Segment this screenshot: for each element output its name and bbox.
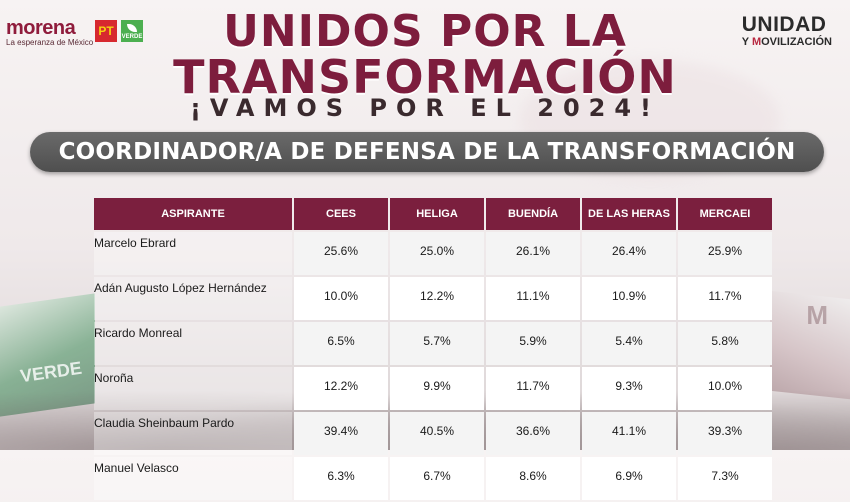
unidad-logo-line1: UNIDAD bbox=[741, 13, 827, 36]
table-row: Ricardo Monreal 6.5% 5.7% 5.9% 5.4% 5.8% bbox=[94, 322, 772, 365]
table-row: Noroña 12.2% 9.9% 11.7% 9.3% 10.0% bbox=[94, 367, 772, 410]
poll-value: 26.1% bbox=[486, 232, 580, 275]
poll-value: 6.9% bbox=[582, 457, 676, 500]
poll-value: 25.6% bbox=[294, 232, 388, 275]
poll-value: 10.0% bbox=[678, 367, 772, 410]
poll-value: 6.3% bbox=[294, 457, 388, 500]
poll-value: 6.7% bbox=[390, 457, 484, 500]
headline-line2: TRANSFORMACIÓN bbox=[173, 50, 677, 104]
candidate-name: Manuel Velasco bbox=[94, 457, 292, 500]
unidad-logo: UNIDAD Y MOVILIZACIÓN bbox=[742, 14, 832, 49]
header-aspirante: ASPIRANTE bbox=[94, 198, 292, 230]
table-row: Adán Augusto López Hernández 10.0% 12.2%… bbox=[94, 277, 772, 320]
poll-value: 11.7% bbox=[678, 277, 772, 320]
candidate-name: Claudia Sheinbaum Pardo bbox=[94, 412, 292, 455]
table-row: Marcelo Ebrard 25.6% 25.0% 26.1% 26.4% 2… bbox=[94, 232, 772, 275]
poll-table: ASPIRANTE CEES HELIGA BUENDÍA DE LAS HER… bbox=[92, 196, 774, 502]
poll-value: 10.0% bbox=[294, 277, 388, 320]
unidad-logo-m: M bbox=[751, 36, 762, 48]
poll-value: 5.8% bbox=[678, 322, 772, 365]
poll-value: 5.9% bbox=[486, 322, 580, 365]
table-header-row: ASPIRANTE CEES HELIGA BUENDÍA DE LAS HER… bbox=[94, 198, 772, 230]
poll-value: 26.4% bbox=[582, 232, 676, 275]
poll-value: 39.4% bbox=[294, 412, 388, 455]
poll-value: 40.5% bbox=[390, 412, 484, 455]
poll-value: 8.6% bbox=[486, 457, 580, 500]
poll-value: 36.6% bbox=[486, 412, 580, 455]
unidad-logo-prefix: Y bbox=[741, 36, 752, 48]
header-de-las-heras: DE LAS HERAS bbox=[582, 198, 676, 230]
poll-value: 11.1% bbox=[486, 277, 580, 320]
header-mercaei: MERCAEI bbox=[678, 198, 772, 230]
poll-value: 12.2% bbox=[294, 367, 388, 410]
leaf-icon bbox=[127, 24, 137, 32]
poll-value: 5.4% bbox=[582, 322, 676, 365]
verde-logo: VERDE bbox=[121, 20, 143, 42]
candidate-name: Noroña bbox=[94, 367, 292, 410]
poll-value: 9.9% bbox=[390, 367, 484, 410]
table-row: Manuel Velasco 6.3% 6.7% 8.6% 6.9% 7.3% bbox=[94, 457, 772, 500]
header-cees: CEES bbox=[294, 198, 388, 230]
poll-value: 5.7% bbox=[390, 322, 484, 365]
section-banner: COORDINADOR/A DE DEFENSA DE LA TRANSFORM… bbox=[30, 132, 824, 172]
candidate-name: Marcelo Ebrard bbox=[94, 232, 292, 275]
header-buendia: BUENDÍA bbox=[486, 198, 580, 230]
morena-logo: morena La esperanza de México bbox=[6, 18, 93, 48]
verde-logo-label: VERDE bbox=[121, 34, 143, 40]
poll-value: 10.9% bbox=[582, 277, 676, 320]
unidad-logo-line2: Y MOVILIZACIÓN bbox=[742, 36, 832, 49]
pt-logo: PT bbox=[95, 20, 117, 42]
poll-value: 11.7% bbox=[486, 367, 580, 410]
candidate-name: Adán Augusto López Hernández bbox=[94, 277, 292, 320]
poll-value: 39.3% bbox=[678, 412, 772, 455]
poll-value: 6.5% bbox=[294, 322, 388, 365]
morena-logo-word: morena bbox=[6, 17, 76, 39]
poll-value: 12.2% bbox=[390, 277, 484, 320]
poll-value: 25.9% bbox=[678, 232, 772, 275]
morena-logo-tagline: La esperanza de México bbox=[6, 38, 94, 47]
poll-value: 41.1% bbox=[582, 412, 676, 455]
table-row: Claudia Sheinbaum Pardo 39.4% 40.5% 36.6… bbox=[94, 412, 772, 455]
flag-right-text: M bbox=[806, 300, 828, 330]
headline-line1: UNIDOS POR LA bbox=[223, 6, 627, 57]
unidad-logo-rest: OVILIZACIÓN bbox=[761, 36, 832, 48]
poll-value: 9.3% bbox=[582, 367, 676, 410]
candidate-name: Ricardo Monreal bbox=[94, 322, 292, 365]
header-heliga: HELIGA bbox=[390, 198, 484, 230]
headline-line3: ¡VAMOS POR EL 2024! bbox=[189, 94, 660, 122]
poll-value: 7.3% bbox=[678, 457, 772, 500]
poll-value: 25.0% bbox=[390, 232, 484, 275]
